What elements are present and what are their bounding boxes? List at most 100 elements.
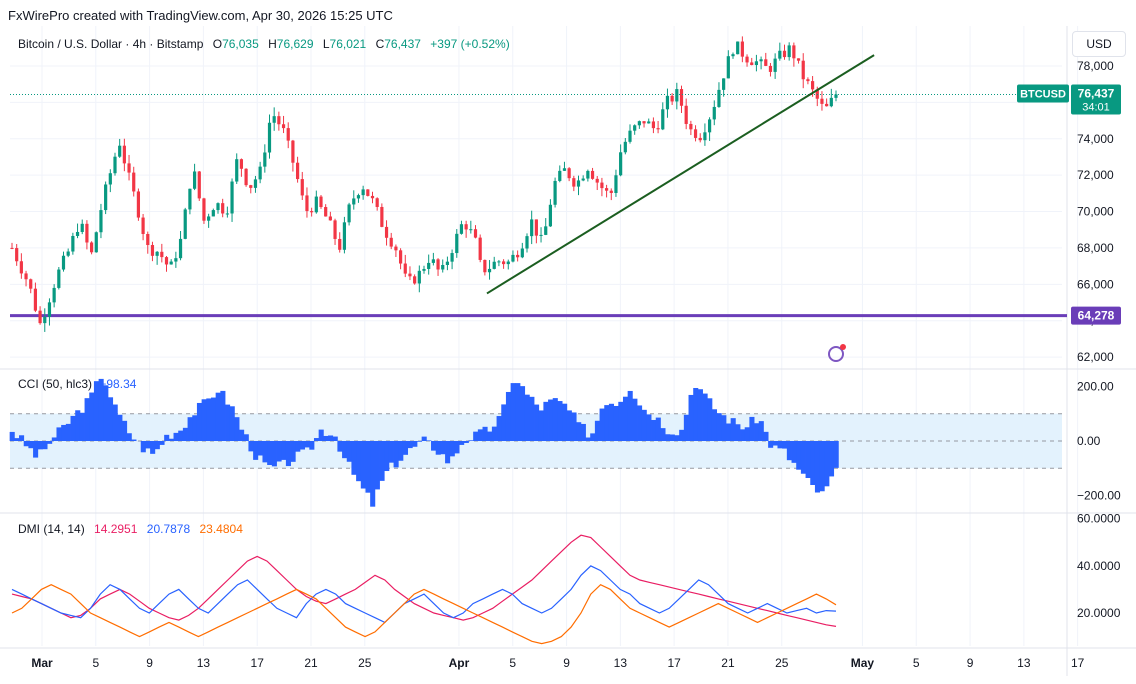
candle-body xyxy=(150,245,155,256)
cci-bar xyxy=(632,398,638,441)
x-tick-label: 9 xyxy=(563,656,570,670)
cci-bar xyxy=(93,381,100,441)
candlestick-series xyxy=(10,36,1067,332)
candle-body xyxy=(506,261,510,265)
cci-bar xyxy=(14,438,20,441)
candle-body xyxy=(806,79,810,82)
cci-bar xyxy=(828,441,835,477)
cci-bar xyxy=(164,434,170,441)
candle-body xyxy=(548,204,553,227)
candle-body xyxy=(787,45,791,58)
cci-bar xyxy=(337,441,343,452)
candle-body xyxy=(33,288,38,311)
currency-button[interactable]: USD xyxy=(1072,31,1126,57)
cci-bar xyxy=(379,441,385,481)
candle-body xyxy=(539,234,543,236)
x-tick-label: 17 xyxy=(251,656,265,670)
high-label: H xyxy=(268,37,277,51)
candle-body xyxy=(24,273,28,280)
candle-body xyxy=(342,222,347,250)
candle-body xyxy=(225,213,229,215)
open-label: O xyxy=(212,37,223,51)
candle-body xyxy=(211,210,215,217)
cci-bar xyxy=(328,435,334,441)
candle-body xyxy=(85,223,89,243)
candle-body xyxy=(511,254,515,262)
candle-body xyxy=(492,261,496,269)
cci-bar xyxy=(416,441,423,442)
candle-body xyxy=(207,216,211,221)
cci-bar xyxy=(37,441,43,450)
cci-bar xyxy=(374,441,380,490)
cci-bar xyxy=(356,441,362,482)
candle-body xyxy=(736,41,740,55)
candle-body xyxy=(66,251,70,256)
cci-bar xyxy=(402,441,409,455)
candle-body xyxy=(52,287,56,303)
cci-bar xyxy=(833,441,839,468)
low-value: 76,021 xyxy=(329,37,367,51)
cci-bar xyxy=(445,441,451,464)
cci-bar xyxy=(669,434,675,441)
adx-line xyxy=(11,583,837,645)
dmi-legend[interactable]: DMI (14, 14) 14.2951 20.7878 23.4804 xyxy=(18,522,243,536)
cci-bar xyxy=(178,430,184,441)
candle-body xyxy=(61,255,66,270)
x-tick-label: 13 xyxy=(614,656,628,670)
candle-body xyxy=(483,259,487,273)
candle-body xyxy=(244,168,248,186)
cci-bar xyxy=(435,441,441,455)
cci-bar xyxy=(384,441,390,472)
candle-body xyxy=(132,172,136,192)
cci-legend[interactable]: CCI (50, hlc3) −98.34 xyxy=(18,377,136,391)
cci-bar xyxy=(150,441,156,454)
candle-body xyxy=(754,61,759,66)
candle-body xyxy=(202,198,206,221)
candle-body xyxy=(740,41,744,57)
cci-bar xyxy=(496,416,502,441)
cci-bar xyxy=(253,441,259,460)
candle-body xyxy=(300,179,304,196)
dmi-plus-line xyxy=(11,534,837,627)
cci-bar xyxy=(782,441,788,449)
price-tick-label: 70,000 xyxy=(1077,205,1114,219)
candle-body xyxy=(277,116,281,125)
candle-body xyxy=(487,268,492,273)
candle-body xyxy=(403,263,407,274)
candle-body xyxy=(398,250,403,264)
cci-bar xyxy=(421,436,427,441)
x-tick-label: 13 xyxy=(197,656,211,670)
dmi-name: DMI (14, 14) xyxy=(18,522,85,536)
tradingview-logo xyxy=(828,344,846,362)
cci-bar xyxy=(529,396,535,441)
candle-body xyxy=(665,95,670,110)
cci-bar xyxy=(9,431,15,441)
price-tick-label: 68,000 xyxy=(1077,241,1114,255)
candle-body xyxy=(108,173,112,185)
candle-body xyxy=(122,145,126,164)
cci-bar xyxy=(285,441,291,467)
candle-body xyxy=(810,81,815,90)
candle-body xyxy=(183,209,187,239)
candle-body xyxy=(104,184,108,211)
candle-body xyxy=(637,121,641,126)
candle-body xyxy=(455,233,459,254)
candle-body xyxy=(394,246,398,251)
candle-body xyxy=(384,226,389,238)
cci-bar xyxy=(257,441,263,456)
candle-body xyxy=(581,178,585,181)
cci-bar xyxy=(449,441,455,457)
cci-bar xyxy=(697,389,703,441)
cci-bar xyxy=(791,441,797,463)
candle-body xyxy=(431,259,435,263)
cci-bar xyxy=(618,401,624,441)
trendline xyxy=(486,54,875,295)
cci-bar xyxy=(665,434,671,441)
close-label: C xyxy=(375,37,385,51)
candle-body xyxy=(834,94,838,98)
candle-body xyxy=(89,242,94,253)
candle-body xyxy=(188,188,192,210)
candle-body xyxy=(263,152,267,167)
cci-bar xyxy=(819,441,825,492)
